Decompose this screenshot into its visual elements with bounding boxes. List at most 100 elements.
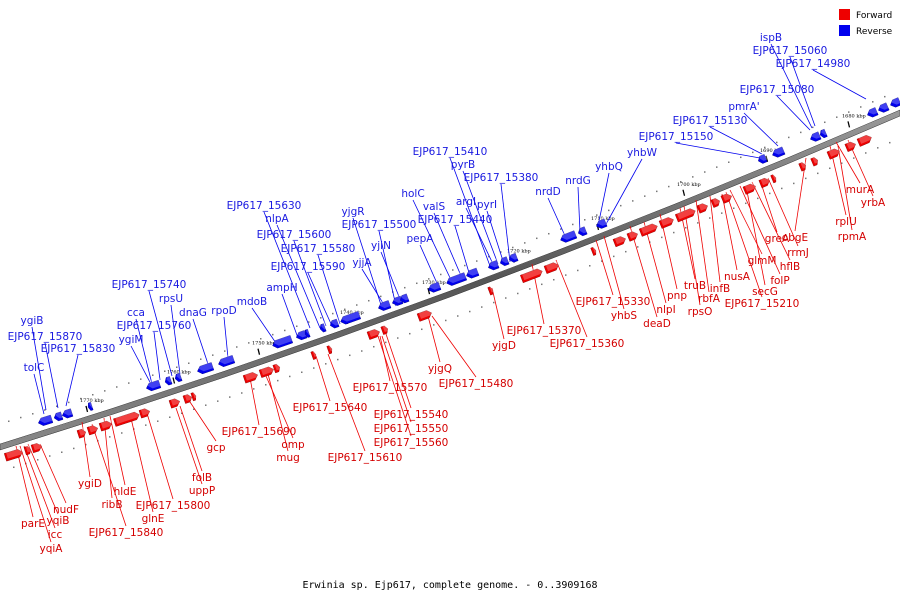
forward-gene-label: EJP617_15480 bbox=[439, 378, 514, 390]
forward-gene-arrow bbox=[844, 139, 857, 152]
spacer-dot bbox=[613, 255, 615, 258]
tick-mark bbox=[847, 121, 851, 128]
label-connector bbox=[251, 307, 279, 347]
reverse-gene-arrow bbox=[560, 228, 579, 243]
label-connector bbox=[91, 423, 127, 527]
tick-label: 1700 kbp bbox=[677, 182, 701, 188]
reverse-gene-label: nrdD bbox=[535, 186, 561, 198]
reverse-gene-label: EJP617_14980 bbox=[776, 58, 851, 70]
spacer-dot bbox=[320, 317, 322, 319]
reverse-gene-arrow bbox=[272, 332, 294, 349]
reverse-gene-arrow bbox=[319, 321, 328, 333]
spacer-dot bbox=[536, 237, 538, 240]
forward-gene-label: truB bbox=[684, 280, 706, 292]
spacer-dot bbox=[368, 299, 370, 302]
label-connector bbox=[175, 407, 203, 485]
forward-gene-label: EJP617_15640 bbox=[293, 402, 368, 414]
spacer-dot bbox=[121, 432, 123, 434]
spacer-dot bbox=[860, 106, 862, 108]
tick-mark bbox=[85, 405, 89, 413]
forward-gene-label: EJP617_15840 bbox=[89, 527, 164, 539]
spacer-dot bbox=[836, 116, 838, 118]
spacer-dot bbox=[740, 156, 742, 159]
forward-gene-label: greA bbox=[765, 233, 790, 245]
spacer-dot bbox=[512, 246, 514, 249]
spacer-dot bbox=[608, 209, 610, 212]
label-connector bbox=[462, 170, 499, 265]
tick-mark bbox=[682, 189, 686, 196]
label-connector bbox=[789, 56, 816, 127]
spacer-dot bbox=[656, 190, 658, 193]
connector-lines bbox=[15, 43, 874, 543]
spacer-dot bbox=[769, 192, 771, 195]
spacer-dot bbox=[308, 321, 310, 323]
label-connector bbox=[770, 43, 813, 129]
forward-gene-label: folP bbox=[770, 275, 789, 287]
spacer-dot bbox=[85, 443, 87, 446]
label-connector bbox=[148, 290, 173, 377]
spacer-dot bbox=[812, 126, 814, 129]
reverse-gene-label: nlpA bbox=[265, 213, 289, 225]
reverse-gene-arrow bbox=[820, 126, 829, 139]
reverse-gene-label: EJP617_15580 bbox=[281, 243, 356, 255]
spacer-dots bbox=[8, 95, 891, 469]
legend-reverse-label: Reverse bbox=[856, 27, 893, 37]
label-connector bbox=[604, 158, 643, 227]
forward-gene-arrow bbox=[86, 423, 100, 436]
tick-marks: 1680 kbp 1690 kbp 1700 kbp 1710 kbp 1720 kbp… bbox=[80, 113, 866, 413]
label-connector bbox=[192, 318, 209, 365]
label-connector bbox=[675, 142, 761, 159]
spacer-dot bbox=[289, 375, 291, 378]
spacer-dot bbox=[20, 416, 22, 419]
forward-gene-label: ribB bbox=[101, 499, 122, 511]
forward-gene-arrow bbox=[242, 369, 259, 384]
spacer-dot bbox=[733, 207, 735, 209]
spacer-dot bbox=[577, 269, 579, 272]
tick-label: 1730 kbp bbox=[422, 280, 446, 286]
spacer-dot bbox=[421, 328, 423, 331]
spacer-dot bbox=[260, 338, 262, 340]
spacer-dot bbox=[632, 200, 634, 202]
forward-gene-label: obgE bbox=[782, 232, 808, 244]
spacer-dot bbox=[560, 228, 562, 230]
spacer-dot bbox=[505, 297, 507, 299]
label-connector bbox=[281, 293, 299, 339]
forward-gene-label: yqiA bbox=[40, 543, 64, 555]
forward-gene-label: glmM bbox=[748, 255, 777, 267]
reverse-gene-label: ygiB bbox=[21, 315, 44, 327]
label-connector bbox=[449, 157, 491, 267]
reverse-gene-label: pyrB bbox=[451, 159, 475, 171]
reverse-gene-label: EJP617_15870 bbox=[8, 331, 83, 343]
label-connector bbox=[249, 377, 260, 426]
label-connector bbox=[31, 326, 47, 411]
spacer-dot bbox=[872, 101, 874, 103]
reverse-gene-label: EJP617_15380 bbox=[464, 172, 539, 184]
spacer-dot bbox=[152, 374, 154, 376]
label-connector bbox=[725, 191, 763, 298]
spacer-dot bbox=[169, 416, 171, 418]
reverse-gene-arrow bbox=[428, 279, 443, 293]
label-connector bbox=[23, 445, 56, 529]
reverse-gene-arrow bbox=[378, 297, 393, 311]
spacer-dot bbox=[668, 185, 670, 188]
tick-mark bbox=[427, 287, 431, 295]
forward-gene-label: EJP617_15360 bbox=[550, 338, 625, 350]
spacer-dot bbox=[109, 436, 111, 438]
forward-gene-arrow bbox=[190, 390, 198, 402]
spacer-dot bbox=[788, 136, 790, 139]
reverse-gene-label: ygiM bbox=[119, 334, 144, 346]
label-connector bbox=[465, 207, 495, 267]
forward-gene-label: nlpI bbox=[656, 304, 675, 316]
spacer-dot bbox=[841, 162, 843, 164]
spacer-dot bbox=[464, 264, 466, 267]
spacer-dot bbox=[757, 197, 759, 200]
spacer-dot bbox=[397, 337, 399, 339]
forward-gene-arrow bbox=[3, 446, 24, 462]
spacer-dot bbox=[469, 310, 471, 313]
forward-gene-label: gcp bbox=[206, 442, 225, 454]
label-connector bbox=[293, 240, 327, 327]
forward-gene-arrow bbox=[612, 233, 627, 248]
forward-gene-arrow bbox=[366, 326, 381, 340]
spacer-dot bbox=[848, 111, 850, 113]
forward-gene-label: rpmA bbox=[838, 231, 867, 243]
